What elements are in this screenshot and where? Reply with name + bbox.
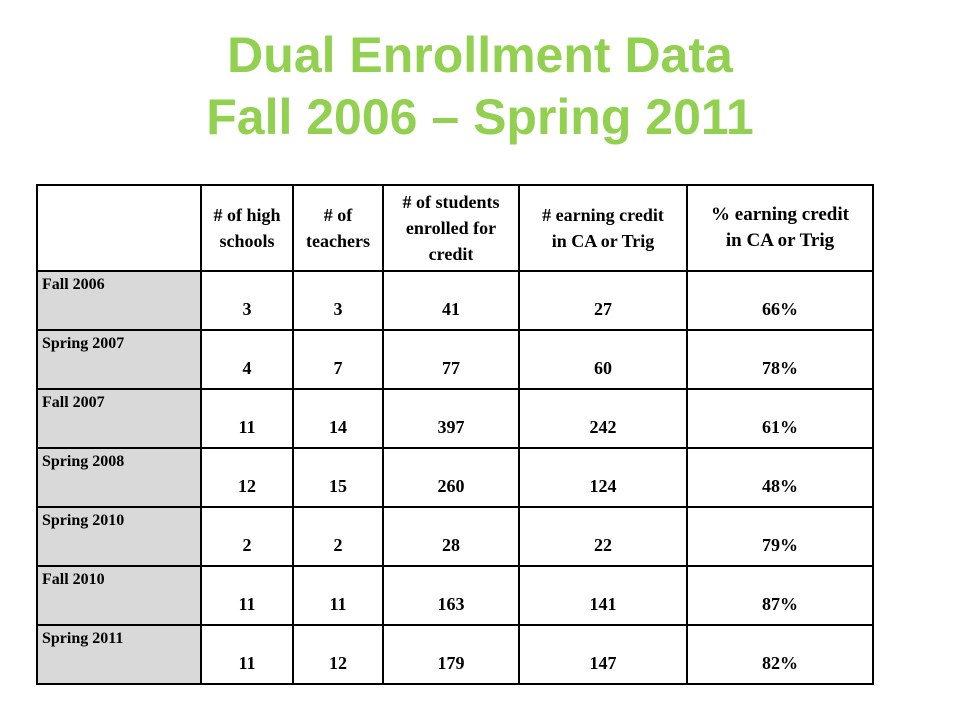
header-line: enrolled for (405, 218, 497, 238)
cell-percent-earning-credit: 82% (686, 624, 874, 685)
header-teachers: # of teachers (292, 184, 384, 272)
corner-cell (36, 184, 202, 272)
cell-students-enrolled: 28 (382, 506, 520, 567)
cell-students-enrolled: 41 (382, 270, 520, 331)
cell-earning-credit: 242 (518, 388, 688, 449)
table-row: Spring 2007 4 7 77 60 78% (36, 329, 874, 390)
header-row: # of high schools # of teachers # of stu… (36, 184, 874, 272)
cell-percent-earning-credit: 79% (686, 506, 874, 567)
header-line: # of high (213, 205, 281, 225)
cell-teachers: 11 (292, 565, 384, 626)
enrollment-table: # of high schools # of teachers # of stu… (36, 184, 874, 685)
cell-students-enrolled: 77 (382, 329, 520, 390)
cell-high-schools: 12 (200, 447, 294, 508)
header-line: in CA or Trig (725, 230, 835, 251)
row-label: Fall 2006 (36, 270, 202, 331)
cell-students-enrolled: 179 (382, 624, 520, 685)
row-label: Fall 2010 (36, 565, 202, 626)
table-row: Spring 2010 2 2 28 22 79% (36, 506, 874, 567)
cell-students-enrolled: 397 (382, 388, 520, 449)
cell-students-enrolled: 163 (382, 565, 520, 626)
cell-percent-earning-credit: 48% (686, 447, 874, 508)
cell-students-enrolled: 260 (382, 447, 520, 508)
cell-percent-earning-credit: 87% (686, 565, 874, 626)
header-line: in CA or Trig (551, 231, 655, 251)
table-row: Fall 2007 11 14 397 242 61% (36, 388, 874, 449)
table-row: Fall 2010 11 11 163 141 87% (36, 565, 874, 626)
title-line-1: Dual Enrollment Data (227, 27, 733, 83)
cell-percent-earning-credit: 66% (686, 270, 874, 331)
header-high-schools: # of high schools (200, 184, 294, 272)
header-line: # of students (402, 192, 500, 212)
row-label: Spring 2008 (36, 447, 202, 508)
header-line: # of (323, 205, 353, 225)
cell-earning-credit: 124 (518, 447, 688, 508)
header-earning-credit: # earning credit in CA or Trig (518, 184, 688, 272)
cell-high-schools: 3 (200, 270, 294, 331)
cell-high-schools: 11 (200, 565, 294, 626)
table-row: Spring 2008 12 15 260 124 48% (36, 447, 874, 508)
header-line: # earning credit (542, 205, 664, 225)
cell-earning-credit: 22 (518, 506, 688, 567)
header-line: teachers (306, 231, 370, 251)
cell-earning-credit: 147 (518, 624, 688, 685)
cell-teachers: 15 (292, 447, 384, 508)
cell-teachers: 2 (292, 506, 384, 567)
cell-earning-credit: 141 (518, 565, 688, 626)
row-label: Spring 2011 (36, 624, 202, 685)
row-label: Fall 2007 (36, 388, 202, 449)
row-label: Spring 2007 (36, 329, 202, 390)
cell-teachers: 7 (292, 329, 384, 390)
cell-percent-earning-credit: 78% (686, 329, 874, 390)
cell-high-schools: 4 (200, 329, 294, 390)
cell-high-schools: 2 (200, 506, 294, 567)
cell-earning-credit: 60 (518, 329, 688, 390)
header-line: % earning credit (711, 204, 849, 225)
title-line-2: Fall 2006 – Spring 2011 (206, 89, 754, 145)
cell-high-schools: 11 (200, 624, 294, 685)
cell-high-schools: 11 (200, 388, 294, 449)
table-row: Fall 2006 3 3 41 27 66% (36, 270, 874, 331)
cell-teachers: 14 (292, 388, 384, 449)
cell-teachers: 12 (292, 624, 384, 685)
cell-earning-credit: 27 (518, 270, 688, 331)
table-row: Spring 2011 11 12 179 147 82% (36, 624, 874, 685)
cell-percent-earning-credit: 61% (686, 388, 874, 449)
header-students-enrolled: # of students enrolled for credit (382, 184, 520, 272)
header-percent-earning-credit: % earning credit in CA or Trig (686, 184, 874, 272)
row-label: Spring 2010 (36, 506, 202, 567)
page-title: Dual Enrollment Data Fall 2006 – Spring … (0, 24, 960, 148)
header-line: schools (219, 231, 275, 251)
cell-teachers: 3 (292, 270, 384, 331)
header-line: credit (428, 244, 474, 264)
